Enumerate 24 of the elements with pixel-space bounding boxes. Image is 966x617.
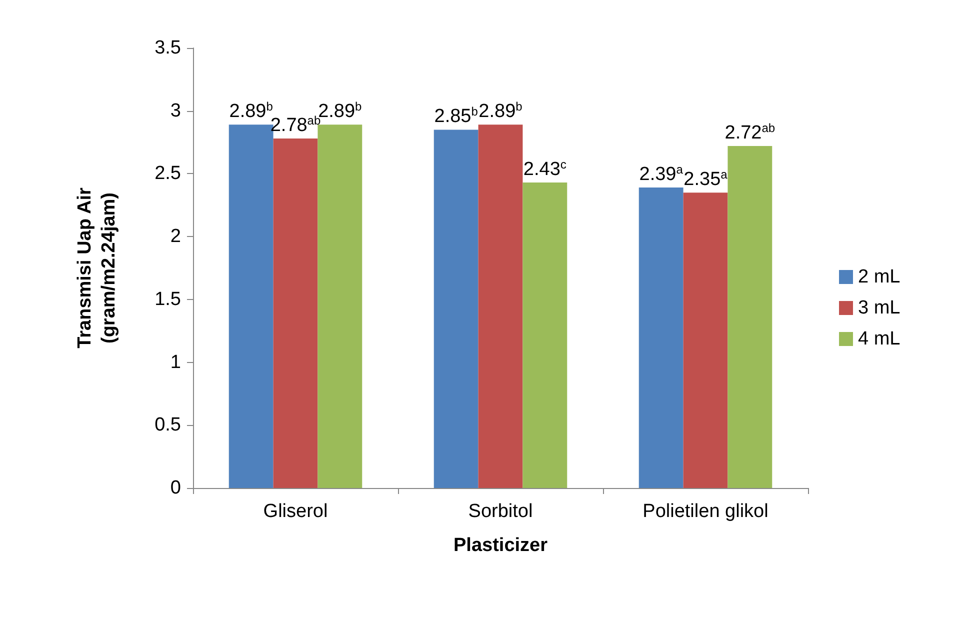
bar (522, 182, 568, 488)
bar (318, 124, 362, 488)
bar (434, 130, 478, 488)
legend-label: 4 mL (858, 328, 900, 350)
y-tick-label: 2 (170, 226, 181, 248)
bar (683, 192, 728, 488)
bar (273, 138, 318, 488)
x-tick-label: Gliserol (263, 501, 328, 522)
bar (728, 146, 772, 488)
legend-label: 2 mL (858, 266, 900, 288)
x-axis-title: Plasticizer (454, 535, 548, 556)
bar (638, 188, 684, 488)
x-tick-label: Polietilen glikol (642, 501, 768, 522)
y-tick-label: 3.5 (154, 38, 181, 58)
y-tick-label: 3 (170, 100, 181, 122)
y-tick-label: 2.5 (154, 163, 181, 184)
bar (478, 124, 523, 488)
y-tick-label: 0 (170, 478, 181, 498)
legend-label: 3 mL (858, 298, 900, 318)
y-axis-title: Transmisi Uap Air (gram/m2.24jam) (74, 186, 120, 348)
y-tick-label: 1 (170, 352, 181, 373)
y-tick-label: 0.5 (154, 414, 181, 436)
y-tick-label: 1.5 (154, 288, 181, 310)
x-tick-label: Sorbitol (468, 501, 533, 522)
